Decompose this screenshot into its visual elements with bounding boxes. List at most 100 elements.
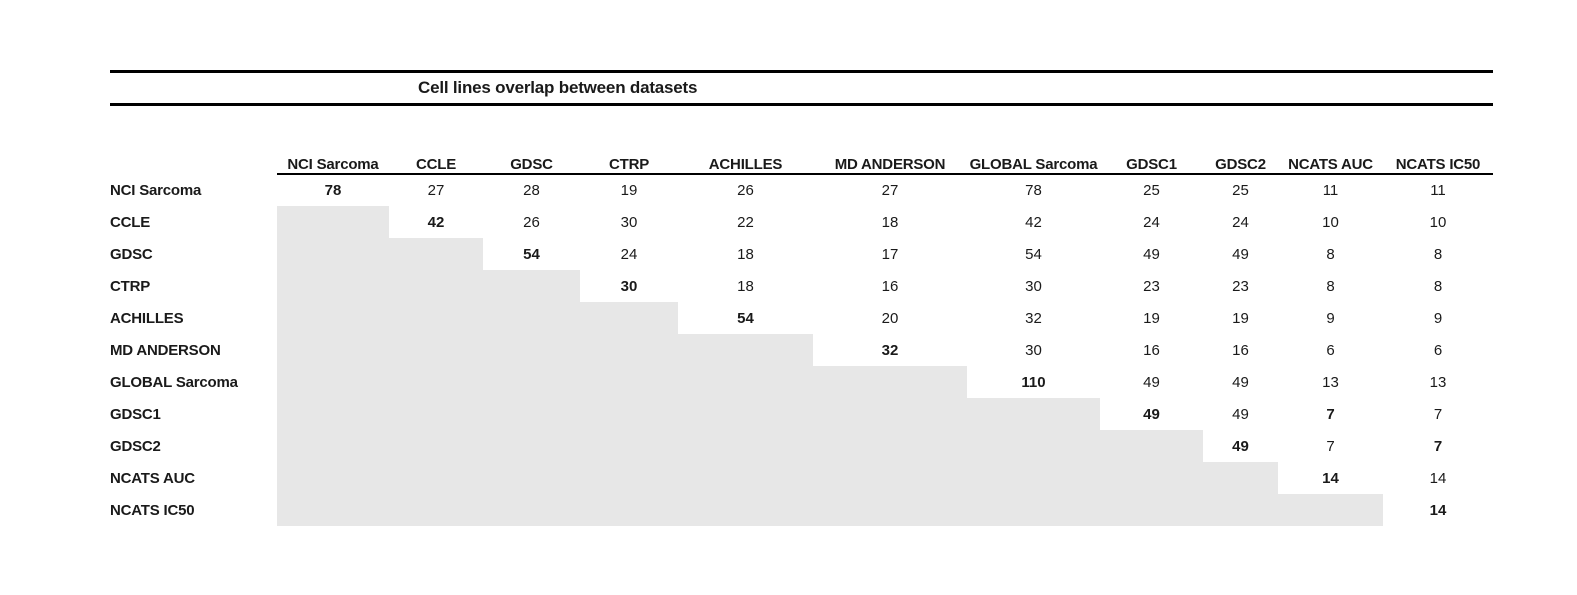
row-label: MD ANDERSON (110, 341, 221, 359)
overlap-value-cell: 17 (881, 245, 899, 263)
overlap-value-cell: 30 (1025, 277, 1042, 295)
row-label: NCATS AUC (110, 469, 195, 487)
column-header: CTRP (580, 142, 678, 175)
shaded-cell (967, 430, 1100, 462)
shaded-cell (1203, 494, 1278, 526)
overlap-value-cell: 13 (1322, 373, 1339, 391)
shaded-cell (389, 334, 483, 366)
shaded-cell (813, 366, 967, 398)
overlap-value-cell: 49 (1232, 405, 1249, 423)
overlap-value-cell: 49 (1143, 405, 1160, 423)
overlap-value-cell: 42 (427, 213, 445, 231)
overlap-value-cell: 49 (1232, 373, 1249, 391)
title-bottom-rule (110, 103, 1493, 106)
overlap-value-cell: 19 (1232, 309, 1249, 327)
shaded-cell (813, 398, 967, 430)
table-title: Cell lines overlap between datasets (418, 78, 698, 97)
row-label: GDSC2 (110, 437, 161, 455)
overlap-value-cell: 9 (1433, 309, 1443, 327)
overlap-value-cell: 54 (1025, 245, 1042, 263)
overlap-value-cell: 19 (620, 182, 638, 199)
shaded-cell (813, 430, 967, 462)
overlap-value-cell: 49 (1143, 373, 1160, 391)
overlap-value-cell: 25 (1143, 182, 1160, 199)
shaded-cell (1278, 494, 1383, 526)
shaded-cell (277, 430, 389, 462)
table-body: NCI Sarcoma 78 27 28 19 26 27 78 25 25 11 11 CCLE 42 2… (110, 174, 1493, 526)
overlap-value-cell: 18 (881, 213, 899, 231)
overlap-value-cell: 10 (1429, 213, 1447, 231)
shaded-cell (580, 462, 678, 494)
shaded-cell (580, 366, 678, 398)
shaded-cell (277, 302, 389, 334)
overlap-value-cell: 19 (1143, 309, 1160, 327)
overlap-value-cell: 54 (523, 245, 540, 263)
shaded-cell (678, 494, 813, 526)
shaded-cell (483, 494, 580, 526)
overlap-value-cell: 42 (1025, 213, 1042, 231)
shaded-cell (389, 270, 483, 302)
shaded-cell (1100, 494, 1203, 526)
row-label: GDSC1 (110, 405, 161, 423)
table-row: CTRP 30 18 16 30 23 23 8 8 (110, 270, 1493, 302)
overlap-value-cell: 8 (1326, 277, 1335, 295)
overlap-value-cell: 30 (1025, 341, 1042, 359)
column-header: NCI Sarcoma (277, 142, 389, 175)
shaded-cell (277, 494, 389, 526)
overlap-value-cell: 49 (1143, 245, 1160, 263)
column-header: MD ANDERSON (813, 142, 967, 175)
table-row: GDSC 54 24 18 17 54 49 49 8 8 (110, 238, 1493, 270)
shaded-cell (580, 430, 678, 462)
shaded-cell (389, 462, 483, 494)
row-label: NCATS IC50 (110, 501, 195, 519)
shaded-cell (967, 398, 1100, 430)
column-header: ACHILLES (678, 142, 813, 175)
overlap-value-cell: 110 (1021, 373, 1046, 391)
row-label: GDSC (110, 245, 153, 263)
row-label: NCI Sarcoma (110, 181, 202, 199)
overlap-value-cell: 24 (1232, 213, 1249, 231)
overlap-table: NCI Sarcoma CCLE GDSC CTRP ACHILLES MD ANDERS… (110, 142, 1493, 526)
shaded-cell (678, 366, 813, 398)
overlap-value-cell: 7 (1433, 437, 1443, 455)
shaded-cell (967, 462, 1100, 494)
shaded-cell (389, 430, 483, 462)
overlap-value-cell: 14 (1322, 469, 1339, 487)
shaded-cell (678, 430, 813, 462)
shaded-cell (678, 334, 813, 366)
shaded-cell (678, 398, 813, 430)
spacer (110, 106, 1493, 142)
shaded-cell (813, 494, 967, 526)
overlap-value-cell: 78 (324, 182, 342, 199)
overlap-value-cell: 6 (1433, 341, 1443, 359)
overlap-value-cell: 8 (1433, 277, 1443, 295)
shaded-cell (389, 238, 483, 270)
corner-cell (110, 142, 277, 174)
overlap-value-cell: 26 (737, 182, 754, 199)
overlap-value-cell: 14 (1429, 501, 1447, 519)
column-header: CCLE (389, 142, 483, 175)
table-row: GDSC2 49 7 7 (110, 430, 1493, 462)
shaded-cell (277, 238, 389, 270)
shaded-cell (483, 270, 580, 302)
overlap-value-cell: 32 (1025, 309, 1042, 327)
overlap-value-cell: 27 (881, 182, 899, 199)
overlap-value-cell: 16 (1232, 341, 1249, 359)
table-row: CCLE 42 26 30 22 18 42 24 24 10 10 (110, 206, 1493, 238)
overlap-value-cell: 10 (1322, 213, 1339, 231)
column-header: NCATS AUC (1278, 142, 1383, 175)
row-label: GLOBAL Sarcoma (110, 373, 238, 391)
overlap-value-cell: 23 (1232, 277, 1249, 295)
overlap-value-cell: 16 (881, 277, 899, 295)
overlap-value-cell: 20 (881, 309, 899, 327)
overlap-value-cell: 9 (1326, 309, 1335, 327)
shaded-cell (483, 334, 580, 366)
shaded-cell (1100, 430, 1203, 462)
overlap-value-cell: 25 (1232, 182, 1249, 199)
shaded-cell (813, 462, 967, 494)
shaded-cell (389, 398, 483, 430)
overlap-value-cell: 28 (523, 182, 540, 199)
shaded-cell (277, 366, 389, 398)
overlap-value-cell: 18 (737, 277, 754, 295)
shaded-cell (580, 398, 678, 430)
